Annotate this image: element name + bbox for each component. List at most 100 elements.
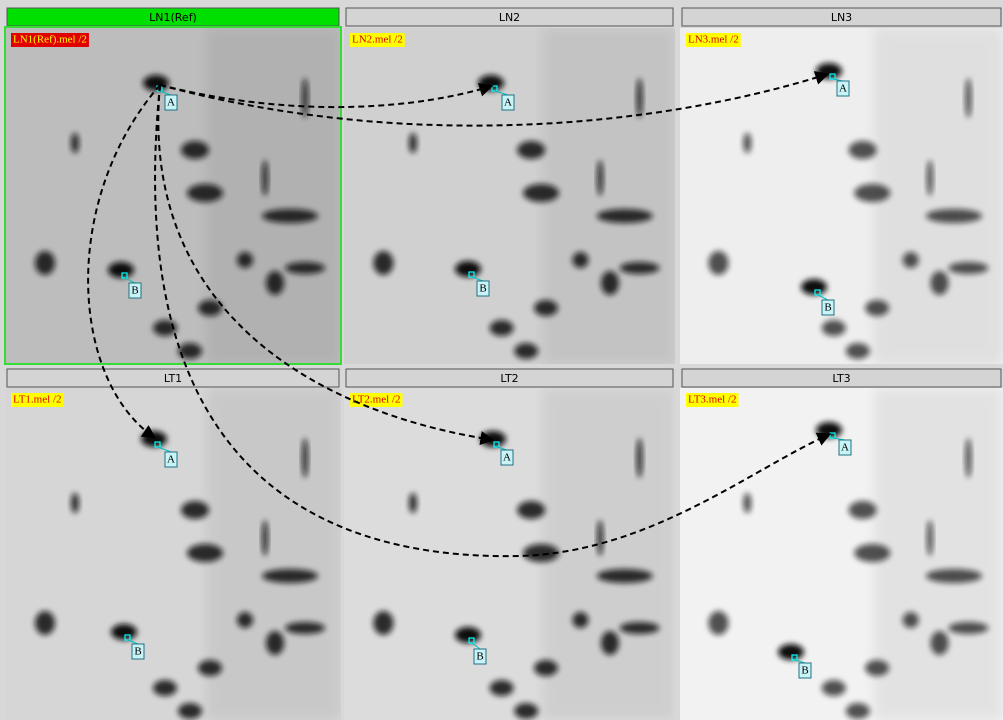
file-label: LN2.mel /2 — [352, 34, 403, 46]
marker-label: A — [167, 97, 175, 109]
protein-spot — [490, 680, 514, 696]
protein-spot — [601, 631, 619, 655]
protein-spot — [285, 262, 325, 274]
protein-spot — [71, 133, 79, 153]
protein-spot — [187, 544, 223, 562]
protein-spot — [927, 160, 933, 196]
protein-spot — [743, 493, 751, 513]
protein-spot — [237, 252, 253, 268]
protein-spot — [266, 271, 284, 295]
protein-spot — [262, 160, 268, 196]
protein-spot — [849, 501, 877, 519]
protein-spot — [262, 520, 268, 556]
marker-label: A — [167, 454, 175, 466]
protein-spot — [597, 209, 653, 223]
protein-spot — [708, 611, 728, 635]
gel-panel: LT1 LT1.mel /2 A B — [5, 369, 341, 720]
protein-spot — [409, 493, 417, 513]
protein-spot — [822, 680, 846, 696]
protein-spot — [926, 569, 982, 583]
protein-spot — [926, 209, 982, 223]
protein-spot — [965, 78, 971, 118]
protein-spot — [534, 660, 558, 676]
protein-spot — [262, 569, 318, 583]
protein-spot — [572, 252, 588, 268]
protein-spot — [373, 251, 393, 275]
protein-spot — [637, 438, 643, 478]
panel-title: LN2 — [499, 11, 520, 24]
protein-spot — [620, 262, 660, 274]
protein-spot — [373, 611, 393, 635]
protein-spot — [490, 320, 514, 336]
protein-spot — [409, 133, 417, 153]
protein-spot — [514, 343, 538, 359]
protein-spot — [111, 624, 137, 640]
marker-label: B — [801, 665, 808, 677]
protein-spot — [181, 141, 209, 159]
protein-spot — [302, 78, 308, 118]
protein-spot — [181, 501, 209, 519]
protein-spot — [597, 520, 603, 556]
protein-spot — [801, 279, 827, 295]
marker-label: B — [479, 283, 486, 295]
protein-spot — [153, 680, 177, 696]
protein-spot — [948, 262, 988, 274]
marker-label: B — [476, 651, 483, 663]
protein-spot — [816, 63, 842, 79]
marker-label: B — [131, 285, 138, 297]
protein-spot — [965, 438, 971, 478]
protein-spot — [846, 343, 870, 359]
file-label: LN3.mel /2 — [688, 34, 739, 46]
protein-spot — [517, 501, 545, 519]
panel-title: LT3 — [832, 372, 850, 385]
protein-spot — [637, 78, 643, 118]
protein-spot — [601, 271, 619, 295]
protein-spot — [35, 611, 55, 635]
protein-spot — [514, 703, 538, 719]
marker-label: B — [134, 646, 141, 658]
protein-spot — [865, 300, 889, 316]
protein-spot — [849, 141, 877, 159]
protein-spot — [35, 251, 55, 275]
protein-spot — [71, 493, 79, 513]
marker-label: A — [503, 452, 511, 464]
gel-shade — [874, 28, 1003, 364]
panel-title: LN3 — [831, 11, 852, 24]
gel-comparison-window: LN1(Ref)LN1(Ref).mel /2ABLN2LN2.mel /2AB… — [0, 0, 1003, 720]
protein-spot — [455, 627, 481, 643]
protein-spot — [931, 631, 949, 655]
protein-spot — [517, 141, 545, 159]
protein-spot — [903, 252, 919, 268]
protein-spot — [187, 184, 223, 202]
protein-spot — [523, 184, 559, 202]
protein-spot — [597, 569, 653, 583]
file-label: LN1(Ref).mel /2 — [13, 34, 87, 46]
protein-spot — [198, 660, 222, 676]
gel-shade — [874, 388, 1003, 720]
protein-spot — [865, 660, 889, 676]
protein-spot — [108, 262, 134, 278]
panel-title: LT1 — [164, 372, 182, 385]
protein-spot — [854, 544, 890, 562]
protein-spot — [262, 209, 318, 223]
protein-spot — [534, 300, 558, 316]
gel-shade — [543, 28, 675, 364]
protein-spot — [302, 438, 308, 478]
protein-spot — [178, 703, 202, 719]
protein-spot — [822, 320, 846, 336]
protein-spot — [141, 431, 167, 447]
protein-spot — [846, 703, 870, 719]
protein-spot — [778, 644, 804, 660]
gel-shade — [207, 388, 341, 720]
protein-spot — [620, 622, 660, 634]
protein-spot — [708, 251, 728, 275]
panel-title: LT2 — [500, 372, 518, 385]
protein-spot — [948, 622, 988, 634]
file-label: LT1.mel /2 — [13, 394, 61, 406]
file-label: LT3.mel /2 — [688, 394, 736, 406]
gel-shade — [543, 388, 675, 720]
